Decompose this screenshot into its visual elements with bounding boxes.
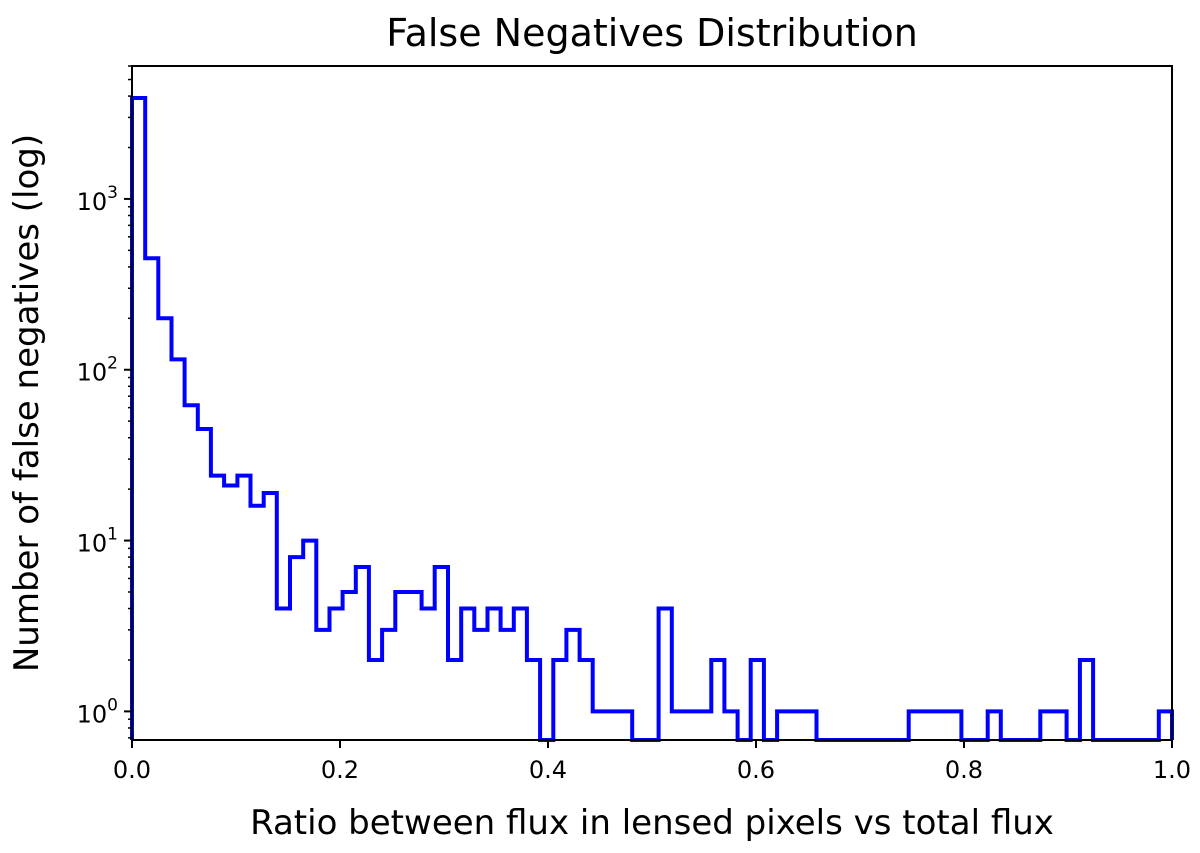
y-tick-label: 100 — [77, 695, 118, 728]
chart-title: False Negatives Distribution — [386, 11, 918, 55]
x-axis-ticks: 0.0 0.2 0.4 0.6 0.8 1.0 — [113, 740, 1191, 784]
y-axis-ticks: 100 101 102 103 — [77, 65, 132, 739]
x-tick-label: 0.8 — [945, 756, 983, 784]
axes-frame — [131, 65, 1173, 741]
x-tick-label: 0.2 — [321, 756, 359, 784]
y-tick-label: 101 — [77, 525, 118, 558]
plot-area — [130, 65, 1174, 742]
x-axis-label: Ratio between flux in lensed pixels vs t… — [250, 803, 1054, 843]
histogram-step-line — [130, 96, 1174, 742]
x-tick-label: 0.0 — [113, 756, 151, 784]
x-tick-label: 0.4 — [529, 756, 567, 784]
y-axis-label: Number of false negatives (log) — [7, 134, 47, 672]
y-tick-label: 103 — [77, 183, 118, 216]
y-tick-label: 102 — [77, 354, 118, 387]
x-tick-label: 0.6 — [737, 756, 775, 784]
x-tick-label: 1.0 — [1153, 756, 1191, 784]
